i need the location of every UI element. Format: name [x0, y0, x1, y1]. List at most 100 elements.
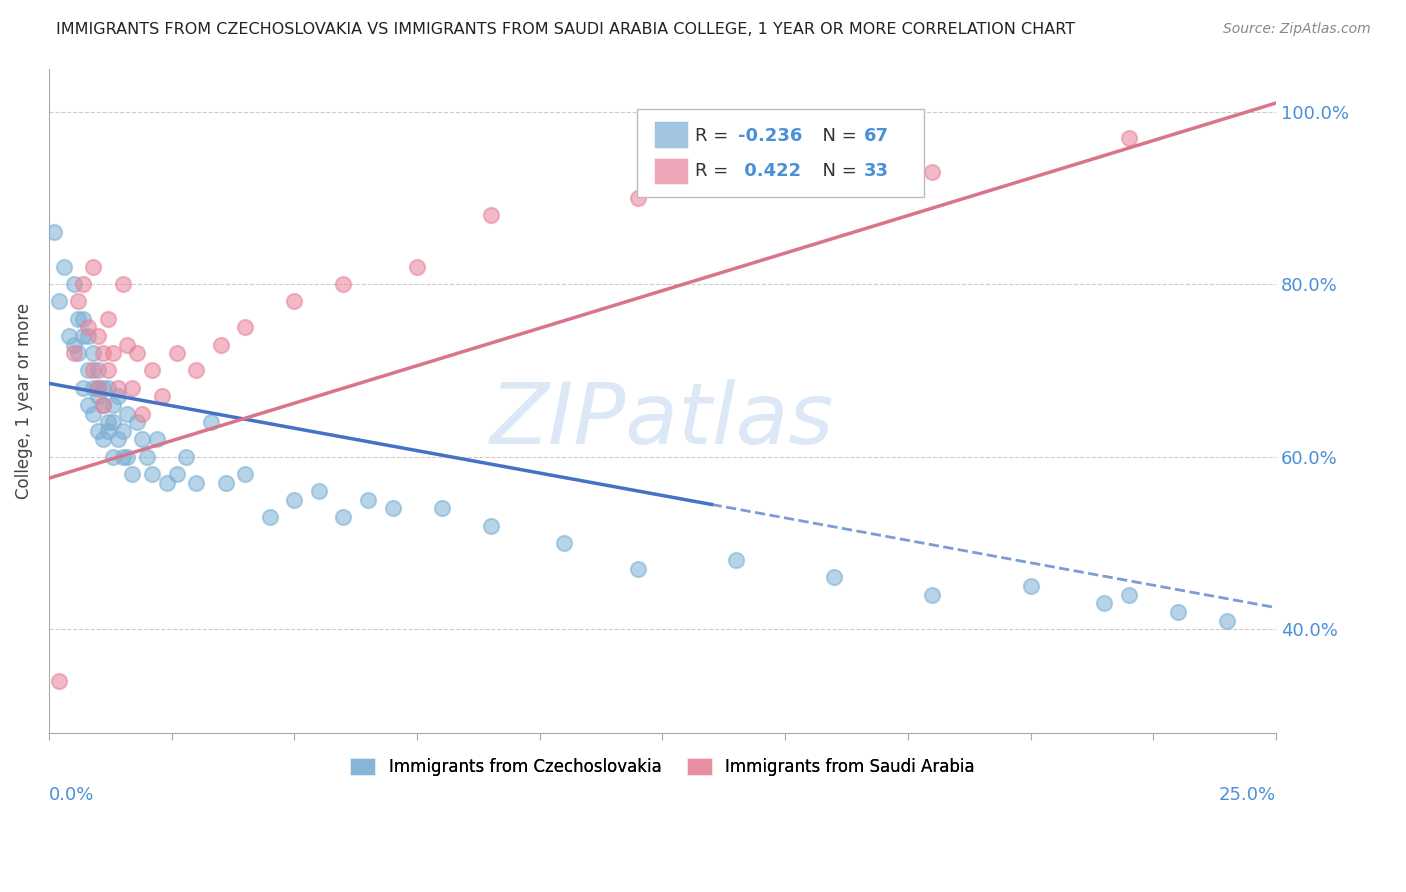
Point [186, 363, 208, 377]
Point [72, 329, 94, 343]
Point [233, 320, 256, 334]
Point [166, 467, 188, 481]
Point [111, 450, 134, 464]
Point [91, 398, 114, 412]
Point [87, 329, 110, 343]
Point [91, 381, 114, 395]
Point [101, 346, 124, 360]
Point [67, 294, 90, 309]
Point [107, 433, 129, 447]
Point [479, 518, 502, 533]
Point [357, 492, 380, 507]
Point [62, 346, 84, 360]
Point [430, 501, 453, 516]
Point [406, 260, 429, 274]
Point [332, 277, 354, 292]
Point [62, 337, 84, 351]
Legend: Immigrants from Czechoslovakia, Immigrants from Saudi Arabia: Immigrants from Czechoslovakia, Immigran… [342, 749, 983, 784]
Point [117, 450, 139, 464]
Point [141, 363, 163, 377]
Point [121, 381, 143, 395]
Text: R =: R = [696, 127, 734, 145]
Point [87, 424, 110, 438]
Point [1216, 614, 1239, 628]
Point [91, 398, 114, 412]
Text: IMMIGRANTS FROM CZECHOSLOVAKIA VS IMMIGRANTS FROM SAUDI ARABIA COLLEGE, 1 YEAR O: IMMIGRANTS FROM CZECHOSLOVAKIA VS IMMIGR… [56, 22, 1076, 37]
Point [58, 329, 80, 343]
Point [381, 501, 404, 516]
Point [52, 260, 75, 274]
Point [283, 294, 305, 309]
Point [332, 510, 354, 524]
Text: N =: N = [811, 161, 862, 180]
Point [107, 381, 129, 395]
Point [921, 165, 943, 179]
Point [82, 346, 104, 360]
Point [209, 337, 232, 351]
Point [107, 389, 129, 403]
Point [150, 389, 173, 403]
Point [97, 381, 120, 395]
Point [627, 562, 650, 576]
Point [117, 407, 139, 421]
Point [627, 191, 650, 205]
Point [117, 337, 139, 351]
Point [97, 363, 120, 377]
Point [111, 277, 134, 292]
Point [91, 346, 114, 360]
Point [921, 588, 943, 602]
Point [111, 424, 134, 438]
Point [48, 673, 70, 688]
Text: Source: ZipAtlas.com: Source: ZipAtlas.com [1223, 22, 1371, 37]
Text: -0.236: -0.236 [738, 127, 801, 145]
Point [101, 450, 124, 464]
Point [200, 415, 222, 429]
Point [97, 424, 120, 438]
Point [233, 467, 256, 481]
Text: ZIPatlas: ZIPatlas [491, 379, 835, 462]
Point [62, 277, 84, 292]
Point [101, 415, 124, 429]
Point [121, 467, 143, 481]
Point [146, 433, 169, 447]
Point [823, 570, 845, 584]
Point [479, 208, 502, 222]
Point [1019, 579, 1042, 593]
Point [176, 450, 198, 464]
Point [82, 381, 104, 395]
Point [553, 536, 575, 550]
Y-axis label: College, 1 year or more: College, 1 year or more [15, 302, 32, 499]
Point [48, 294, 70, 309]
Point [87, 389, 110, 403]
Point [166, 346, 188, 360]
Point [82, 407, 104, 421]
Point [72, 311, 94, 326]
Point [97, 311, 120, 326]
Point [1118, 588, 1140, 602]
Text: 0.0%: 0.0% [49, 786, 94, 804]
Point [82, 260, 104, 274]
Point [101, 398, 124, 412]
Point [214, 475, 236, 490]
Point [308, 484, 330, 499]
Text: 0.422: 0.422 [738, 161, 801, 180]
Point [77, 320, 100, 334]
Point [67, 346, 90, 360]
Point [136, 450, 159, 464]
Point [72, 381, 94, 395]
Point [82, 363, 104, 377]
Text: 25.0%: 25.0% [1219, 786, 1277, 804]
Point [131, 407, 153, 421]
Point [91, 433, 114, 447]
Point [1118, 130, 1140, 145]
Point [127, 415, 149, 429]
Text: 33: 33 [865, 161, 889, 180]
Point [127, 346, 149, 360]
Point [1092, 596, 1115, 610]
Point [77, 329, 100, 343]
Point [67, 311, 90, 326]
Point [87, 381, 110, 395]
Point [141, 467, 163, 481]
Point [72, 277, 94, 292]
Text: 67: 67 [865, 127, 889, 145]
